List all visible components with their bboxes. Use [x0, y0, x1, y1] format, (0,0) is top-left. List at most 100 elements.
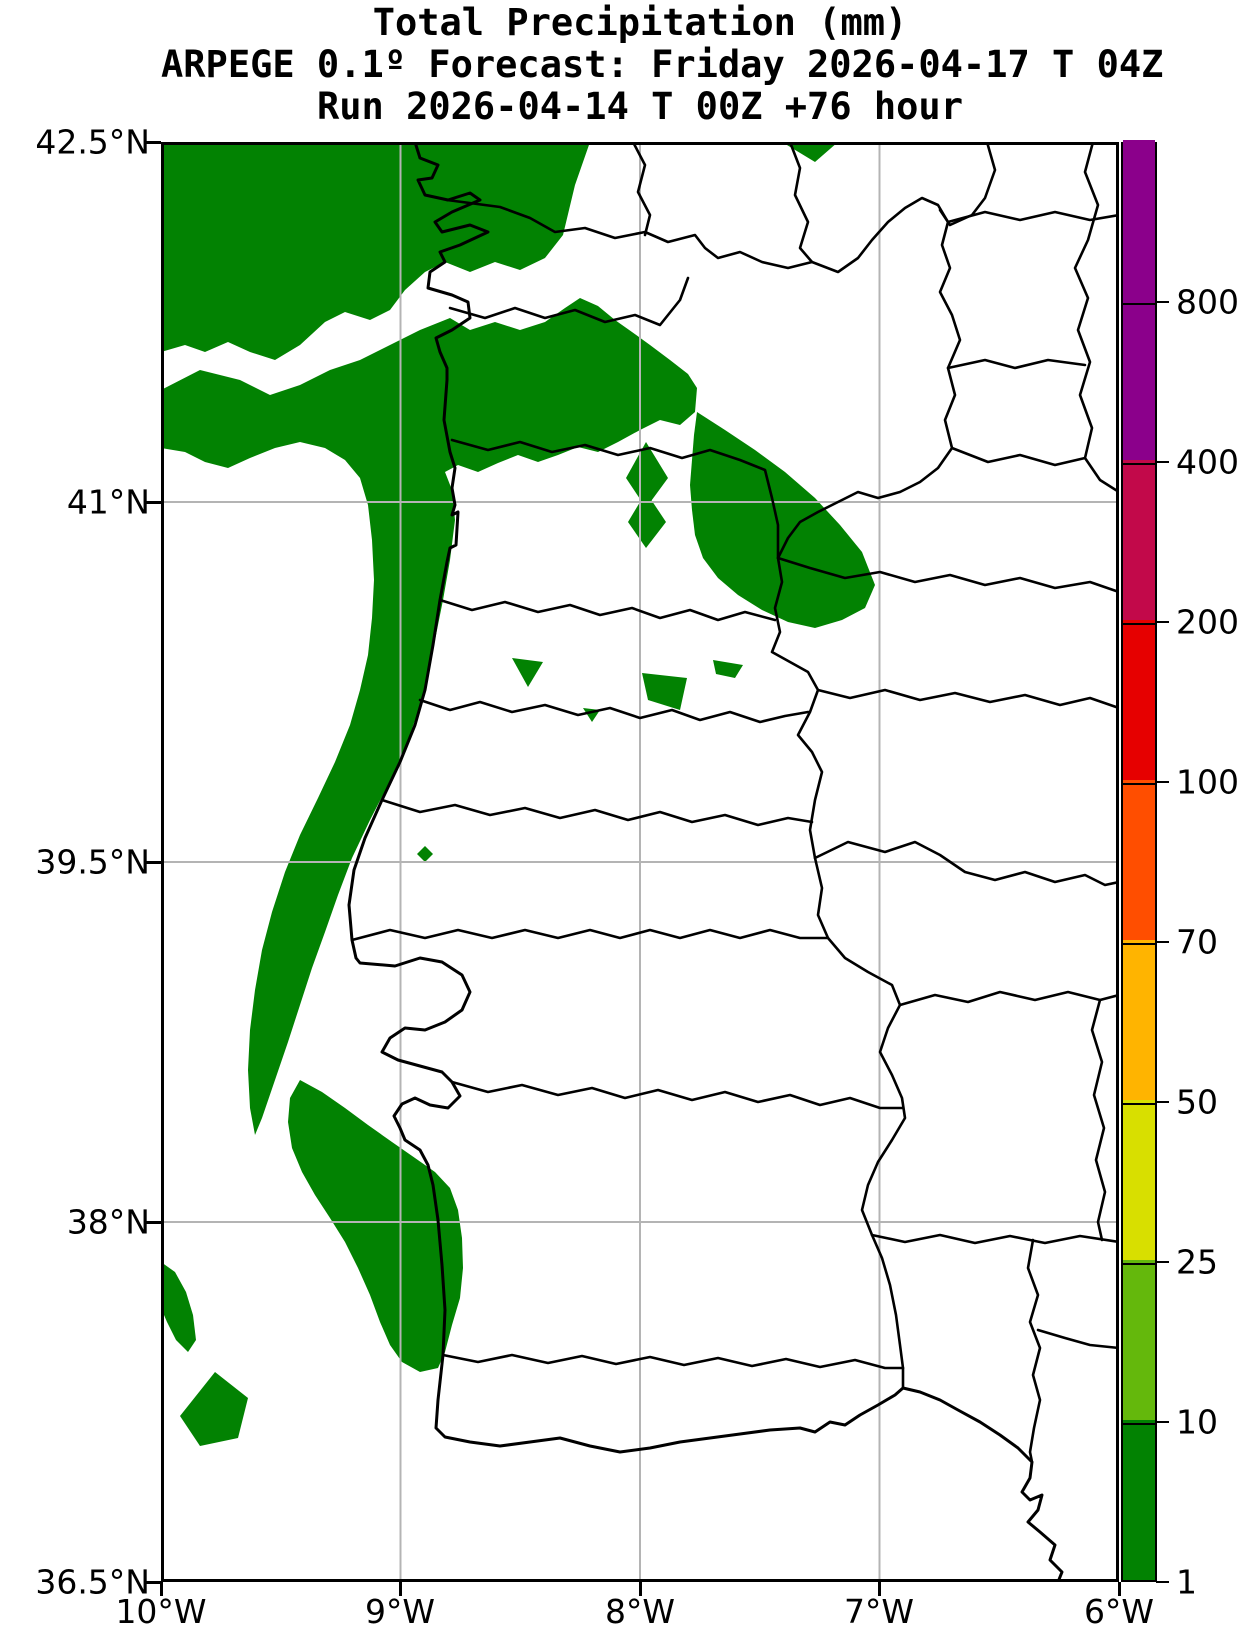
- colorbar-tick-label: 1: [1176, 1562, 1197, 1602]
- colorbar-divider: [1123, 943, 1155, 945]
- precip-spot: [642, 673, 687, 710]
- colorbar-segment: [1123, 620, 1155, 780]
- colorbar-segment: [1123, 1420, 1155, 1580]
- lon-tick-label: 8°W: [604, 1592, 676, 1631]
- border-line: [418, 698, 810, 724]
- colorbar-divider: [1123, 1423, 1155, 1425]
- lat-tick-label: 41°N: [66, 482, 150, 522]
- precip-map: [161, 142, 1119, 1582]
- colorbar-tick-label: 50: [1176, 1082, 1218, 1122]
- map-area: [161, 142, 1119, 1582]
- lon-tick-mark: [159, 1582, 163, 1596]
- lon-tick-mark: [877, 1582, 881, 1596]
- colorbar-tick-mark: [1156, 620, 1169, 623]
- lon-tick-label: 6°W: [1083, 1592, 1155, 1631]
- precip-area-east-lobe: [690, 412, 875, 628]
- precip-area-south-coast: [288, 1080, 463, 1372]
- lat-tick-mark: [146, 1220, 161, 1224]
- border-line: [946, 358, 1087, 370]
- border-line: [380, 798, 814, 827]
- lon-tick-mark: [398, 1582, 402, 1596]
- precip-area-offshore-sliver: [161, 1262, 196, 1352]
- precip-spot: [512, 658, 543, 687]
- colorbar-tick-label: 200: [1176, 602, 1239, 642]
- colorbar-tick-label: 25: [1176, 1242, 1218, 1282]
- border-line: [438, 598, 777, 622]
- lat-tick-label: 38°N: [66, 1202, 150, 1242]
- border-line: [813, 840, 1119, 887]
- lat-tick-label: 36.5°N: [35, 1562, 150, 1602]
- precip-areas: [161, 142, 875, 1446]
- border-line: [350, 928, 830, 942]
- colorbar-tick-label: 100: [1176, 762, 1239, 802]
- colorbar-tick-mark: [1156, 780, 1169, 783]
- colorbar: [1121, 140, 1157, 1582]
- precip-spot: [628, 492, 666, 548]
- border-line: [788, 142, 814, 264]
- title-block: Total Precipitation (mm) ARPEGE 0.1º For…: [161, 1, 1164, 128]
- colorbar-segment: [1123, 460, 1155, 620]
- colorbar-tick-label: 800: [1176, 282, 1239, 322]
- border-line: [776, 556, 1119, 594]
- map-title: Total Precipitation (mm): [372, 1, 908, 44]
- colorbar-segment: [1123, 940, 1155, 1100]
- colorbar-tick-label: 10: [1176, 1402, 1218, 1442]
- colorbar-tick-mark: [1156, 940, 1169, 943]
- border-line: [946, 210, 1119, 224]
- border-line: [450, 1080, 905, 1110]
- map-frame: [161, 142, 1119, 1582]
- colorbar-segment: [1123, 780, 1155, 940]
- precip-area-coastal-band: [161, 298, 697, 1135]
- lon-tick-mark: [1117, 1582, 1121, 1596]
- precip-spot: [417, 846, 433, 862]
- colorbar-divider: [1123, 783, 1155, 785]
- border-pt-es: [445, 196, 962, 1390]
- colorbar-tick-mark: [1156, 1100, 1169, 1103]
- lat-tick-label: 42.5°N: [35, 122, 150, 162]
- lat-tick-mark: [146, 140, 161, 144]
- colorbar-divider: [1123, 1103, 1155, 1105]
- map-subtitle: ARPEGE 0.1º Forecast: Friday 2026-04-17 …: [161, 43, 1164, 86]
- lon-tick-mark: [638, 1582, 642, 1596]
- precip-spot: [713, 660, 743, 678]
- border-line: [870, 1233, 1119, 1245]
- border-line: [1090, 998, 1107, 1242]
- border-line: [450, 438, 780, 560]
- precip-spot: [626, 442, 668, 508]
- colorbar-tick-mark: [1156, 1420, 1169, 1423]
- colorbar-tick-mark: [1156, 1260, 1169, 1263]
- lon-tick-label: 10°W: [115, 1592, 207, 1631]
- colorbar-segment: [1123, 140, 1155, 300]
- colorbar-divider: [1123, 463, 1155, 465]
- colorbar-tick-mark: [1156, 460, 1169, 463]
- colorbar-segment: [1123, 1100, 1155, 1260]
- colorbar-divider: [1123, 1263, 1155, 1265]
- lat-tick-mark: [146, 860, 161, 864]
- colorbar-tick-label: 400: [1176, 442, 1239, 482]
- lon-tick-label: 7°W: [843, 1592, 915, 1631]
- colorbar-segment: [1123, 1260, 1155, 1420]
- colorbar-tick-label: 70: [1176, 922, 1218, 962]
- colorbar-tick-mark: [1156, 1580, 1169, 1583]
- colorbar-segment: [1123, 300, 1155, 460]
- precip-area-northwest: [161, 142, 590, 360]
- admin-borders: [350, 142, 1119, 1464]
- coastline: [347, 142, 1064, 1582]
- colorbar-divider: [1123, 623, 1155, 625]
- lon-tick-label: 9°W: [364, 1592, 436, 1631]
- border-line: [448, 276, 690, 327]
- border-line: [816, 688, 1119, 710]
- colorbar-divider: [1123, 303, 1155, 305]
- lat-tick-label: 39.5°N: [35, 842, 150, 882]
- border-line: [1073, 142, 1119, 494]
- border-line: [950, 446, 1087, 467]
- lat-tick-mark: [146, 1580, 161, 1584]
- colorbar-tick-mark: [1156, 300, 1169, 303]
- precip-spot-top-edge: [782, 142, 838, 162]
- map-run-info: Run 2026-04-14 T 00Z +76 hour: [316, 85, 963, 128]
- graticule: [161, 142, 1119, 1582]
- border-line: [631, 142, 652, 237]
- lat-tick-mark: [146, 500, 161, 504]
- border-line: [441, 1353, 905, 1370]
